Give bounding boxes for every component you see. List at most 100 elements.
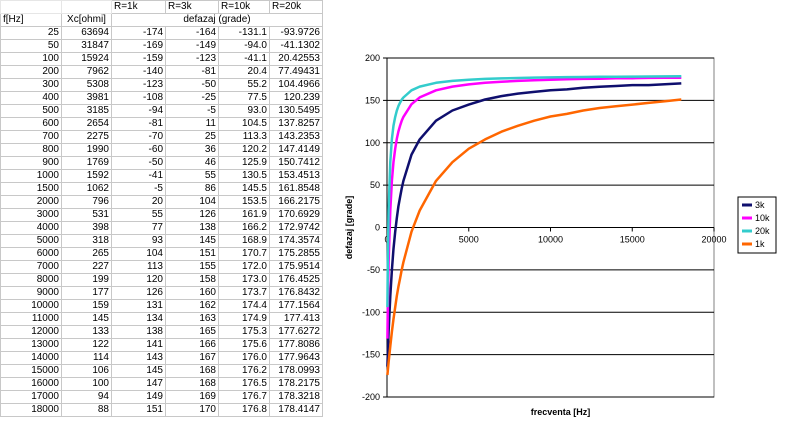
table-cell[interactable]: 163	[165, 312, 219, 326]
table-cell[interactable]: 18000	[0, 403, 62, 417]
table-cell[interactable]: 77.5	[218, 91, 270, 105]
table-cell[interactable]: 173.0	[218, 273, 270, 287]
table-cell[interactable]: 3981	[61, 91, 112, 105]
defazaj-header[interactable]: defazaj (grade)	[111, 13, 323, 27]
table-cell[interactable]: 796	[61, 195, 112, 209]
table-cell[interactable]: 120.239	[269, 91, 323, 105]
table-cell[interactable]: 113.3	[218, 130, 270, 144]
table-cell[interactable]: 174.3574	[269, 234, 323, 248]
table-cell[interactable]: -5	[165, 104, 219, 118]
table-cell[interactable]: 88	[61, 403, 112, 417]
table-cell[interactable]: 100	[0, 52, 62, 66]
table-cell[interactable]: 147.4149	[269, 143, 323, 157]
table-cell[interactable]: 170.7	[218, 247, 270, 261]
table-cell[interactable]: 172.9742	[269, 221, 323, 235]
table-cell[interactable]: 104	[111, 247, 166, 261]
table-cell[interactable]: 20.4	[218, 65, 270, 79]
table-cell[interactable]: 86	[165, 182, 219, 196]
table-cell[interactable]: 104	[165, 195, 219, 209]
table-cell[interactable]: 131	[111, 299, 166, 313]
table-cell[interactable]: -41	[111, 169, 166, 183]
table-cell[interactable]: 77	[111, 221, 166, 235]
table-cell[interactable]: -94.0	[218, 39, 270, 53]
table-cell[interactable]: 900	[0, 156, 62, 170]
table-cell[interactable]: 177.413	[269, 312, 323, 326]
table-cell[interactable]: -93.9726	[269, 26, 323, 40]
table-cell[interactable]: 55	[165, 169, 219, 183]
table-cell[interactable]: 1062	[61, 182, 112, 196]
table-cell[interactable]: -123	[111, 78, 166, 92]
table-cell[interactable]: -174	[111, 26, 166, 40]
r-header[interactable]: R=1k	[111, 0, 166, 14]
table-cell[interactable]: 700	[0, 130, 62, 144]
table-cell[interactable]: 11	[165, 117, 219, 131]
table-cell[interactable]: 138	[165, 221, 219, 235]
table-cell[interactable]: 178.4147	[269, 403, 323, 417]
table-cell[interactable]: 15924	[61, 52, 112, 66]
table-cell[interactable]: 31847	[61, 39, 112, 53]
xc-column-header[interactable]: Xc[ohmi]	[61, 13, 112, 27]
table-cell[interactable]: -5	[111, 182, 166, 196]
table-cell[interactable]: 145	[165, 234, 219, 248]
table-cell[interactable]: 93	[111, 234, 166, 248]
table-cell[interactable]: 227	[61, 260, 112, 274]
table-cell[interactable]: 265	[61, 247, 112, 261]
table-cell[interactable]: 176.8	[218, 403, 270, 417]
table-cell[interactable]: 178.2175	[269, 377, 323, 391]
table-cell[interactable]: 168	[165, 377, 219, 391]
table-cell[interactable]: 55.2	[218, 78, 270, 92]
table-cell[interactable]: 161.9	[218, 208, 270, 222]
table-cell[interactable]: 177.1564	[269, 299, 323, 313]
table-cell[interactable]: 172.0	[218, 260, 270, 274]
table-cell[interactable]: 151	[165, 247, 219, 261]
table-cell[interactable]: 141	[111, 338, 166, 352]
table-cell[interactable]: -131.1	[218, 26, 270, 40]
table-cell[interactable]: -149	[165, 39, 219, 53]
table-cell[interactable]: -50	[165, 78, 219, 92]
table-cell[interactable]: 113	[111, 260, 166, 274]
table-cell[interactable]: 9000	[0, 286, 62, 300]
table-cell[interactable]: -140	[111, 65, 166, 79]
table-cell[interactable]: 173.7	[218, 286, 270, 300]
table-cell[interactable]: -123	[165, 52, 219, 66]
table-cell[interactable]: 20	[111, 195, 166, 209]
table-cell[interactable]: 178.0993	[269, 364, 323, 378]
table-cell[interactable]: 5308	[61, 78, 112, 92]
table-cell[interactable]: 6000	[0, 247, 62, 261]
table-cell[interactable]: 130.5495	[269, 104, 323, 118]
table-cell[interactable]: 199	[61, 273, 112, 287]
table-cell[interactable]: 800	[0, 143, 62, 157]
table-cell[interactable]: 63694	[61, 26, 112, 40]
table-cell[interactable]: -94	[111, 104, 166, 118]
table-cell[interactable]: 300	[0, 78, 62, 92]
table-cell[interactable]: 1592	[61, 169, 112, 183]
table-cell[interactable]: 160	[165, 286, 219, 300]
table-cell[interactable]: 20.42553	[269, 52, 323, 66]
table-cell[interactable]: 158	[165, 273, 219, 287]
table-cell[interactable]: 176.5	[218, 377, 270, 391]
table-cell[interactable]: 10000	[0, 299, 62, 313]
table-cell[interactable]: 176.8432	[269, 286, 323, 300]
table-cell[interactable]: 177.9643	[269, 351, 323, 365]
table-cell[interactable]: 166	[165, 338, 219, 352]
table-cell[interactable]: 176.4525	[269, 273, 323, 287]
table-cell[interactable]: -41.1	[218, 52, 270, 66]
table-cell[interactable]: 170	[165, 403, 219, 417]
table-cell[interactable]: -159	[111, 52, 166, 66]
table-cell[interactable]: 134	[111, 312, 166, 326]
table-cell[interactable]: -60	[111, 143, 166, 157]
table-cell[interactable]: 13000	[0, 338, 62, 352]
table-cell[interactable]: 500	[0, 104, 62, 118]
table-cell[interactable]: 177.8086	[269, 338, 323, 352]
table-cell[interactable]: 159	[61, 299, 112, 313]
freq-column-header[interactable]: f[Hz]	[0, 13, 62, 27]
table-cell[interactable]: 178.3218	[269, 390, 323, 404]
table-cell[interactable]: 1000	[0, 169, 62, 183]
table-cell[interactable]: 2275	[61, 130, 112, 144]
table-cell[interactable]: -108	[111, 91, 166, 105]
table-cell[interactable]: 153.5	[218, 195, 270, 209]
table-cell[interactable]: 46	[165, 156, 219, 170]
empty-cell[interactable]	[0, 0, 62, 14]
table-cell[interactable]: 133	[61, 325, 112, 339]
table-cell[interactable]: 174.9	[218, 312, 270, 326]
